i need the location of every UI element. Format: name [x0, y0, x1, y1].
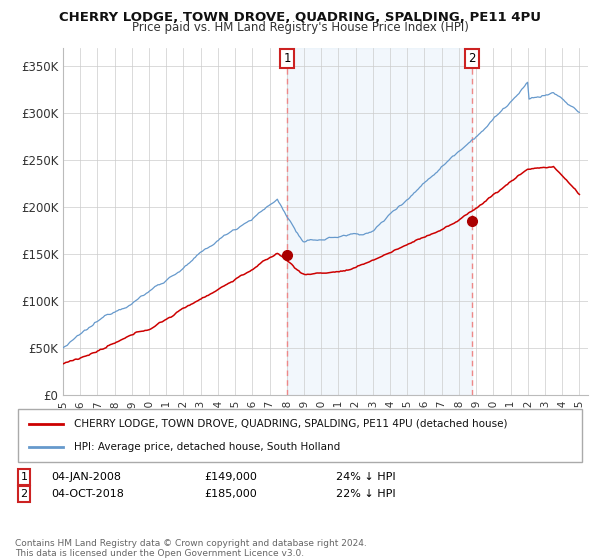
Text: Price paid vs. HM Land Registry's House Price Index (HPI): Price paid vs. HM Land Registry's House …: [131, 21, 469, 34]
Bar: [287, 48, 472, 395]
Text: CHERRY LODGE, TOWN DROVE, QUADRING, SPALDING, PE11 4PU: CHERRY LODGE, TOWN DROVE, QUADRING, SPAL…: [59, 11, 541, 24]
Text: 2: 2: [20, 489, 28, 499]
Text: 24% ↓ HPI: 24% ↓ HPI: [336, 472, 395, 482]
Text: HPI: Average price, detached house, South Holland: HPI: Average price, detached house, Sout…: [74, 442, 341, 452]
Text: CHERRY LODGE, TOWN DROVE, QUADRING, SPALDING, PE11 4PU (detached house): CHERRY LODGE, TOWN DROVE, QUADRING, SPAL…: [74, 419, 508, 429]
Text: 2: 2: [468, 53, 476, 66]
FancyBboxPatch shape: [18, 409, 582, 462]
Text: 22% ↓ HPI: 22% ↓ HPI: [336, 489, 395, 499]
Text: £185,000: £185,000: [204, 489, 257, 499]
Text: £149,000: £149,000: [204, 472, 257, 482]
Text: 1: 1: [283, 53, 290, 66]
Text: Contains HM Land Registry data © Crown copyright and database right 2024.
This d: Contains HM Land Registry data © Crown c…: [15, 539, 367, 558]
Text: 04-JAN-2008: 04-JAN-2008: [51, 472, 121, 482]
Text: 04-OCT-2018: 04-OCT-2018: [51, 489, 124, 499]
Text: 1: 1: [20, 472, 28, 482]
